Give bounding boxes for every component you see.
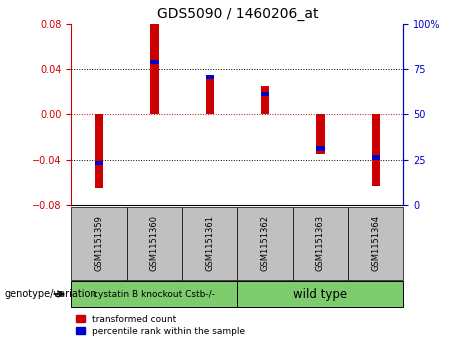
Bar <box>95 114 103 188</box>
Bar <box>261 86 269 114</box>
Text: GSM1151361: GSM1151361 <box>205 215 214 271</box>
Bar <box>372 114 380 186</box>
Bar <box>206 75 214 114</box>
Bar <box>316 114 325 154</box>
Text: GSM1151359: GSM1151359 <box>95 215 104 271</box>
Bar <box>182 207 237 280</box>
Bar <box>316 146 325 151</box>
Bar <box>150 24 159 114</box>
Bar <box>206 75 214 79</box>
Bar <box>237 207 293 280</box>
Bar <box>95 161 103 166</box>
Bar <box>237 281 403 307</box>
Bar <box>293 207 348 280</box>
Bar <box>348 207 403 280</box>
Text: GSM1151360: GSM1151360 <box>150 215 159 271</box>
Bar <box>261 91 269 96</box>
Text: GSM1151362: GSM1151362 <box>260 215 270 271</box>
Text: genotype/variation: genotype/variation <box>5 289 97 299</box>
Bar <box>71 207 127 280</box>
Text: GSM1151364: GSM1151364 <box>371 215 380 271</box>
Legend: transformed count, percentile rank within the sample: transformed count, percentile rank withi… <box>76 315 245 335</box>
Bar <box>127 207 182 280</box>
Bar <box>71 281 237 307</box>
Bar <box>372 155 380 160</box>
Text: GSM1151363: GSM1151363 <box>316 215 325 271</box>
Text: wild type: wild type <box>293 287 348 301</box>
Title: GDS5090 / 1460206_at: GDS5090 / 1460206_at <box>157 7 318 21</box>
Text: cystatin B knockout Cstb-/-: cystatin B knockout Cstb-/- <box>94 290 215 298</box>
Bar <box>150 60 159 64</box>
